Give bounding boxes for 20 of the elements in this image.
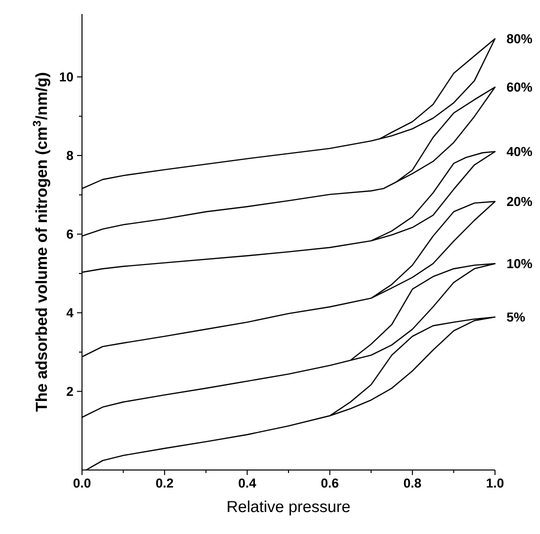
series-label: 10% — [507, 259, 532, 268]
line-series — [86, 316, 496, 471]
y-tick-label: 10 — [60, 72, 73, 82]
series-label: 5% — [506, 312, 525, 322]
series-label: 20% — [506, 196, 532, 206]
x-tick-label: 0.0 — [74, 478, 90, 488]
x-tick-label: 1.0 — [486, 478, 504, 488]
series-label: 80% — [506, 34, 532, 44]
y-tick-label: 8 — [66, 150, 74, 160]
y-tick-label: 4 — [66, 308, 74, 318]
y-axis-title: The adsorbed volume of nitrogen (cm$^{3}$/nm/g) — [32, 72, 50, 412]
x-tick-label: 0.6 — [321, 478, 338, 488]
x-tick-label: 0.2 — [156, 478, 174, 488]
x-axis-title: Relative pressure — [228, 500, 350, 516]
x-tick-label: 0.4 — [238, 478, 256, 488]
x-tick-label: 0.8 — [404, 478, 422, 488]
y-tick-label: 2 — [66, 386, 73, 396]
y-tick-label: 6 — [66, 230, 74, 239]
series-label: 60% — [506, 82, 532, 92]
series-label: 40% — [506, 146, 532, 156]
